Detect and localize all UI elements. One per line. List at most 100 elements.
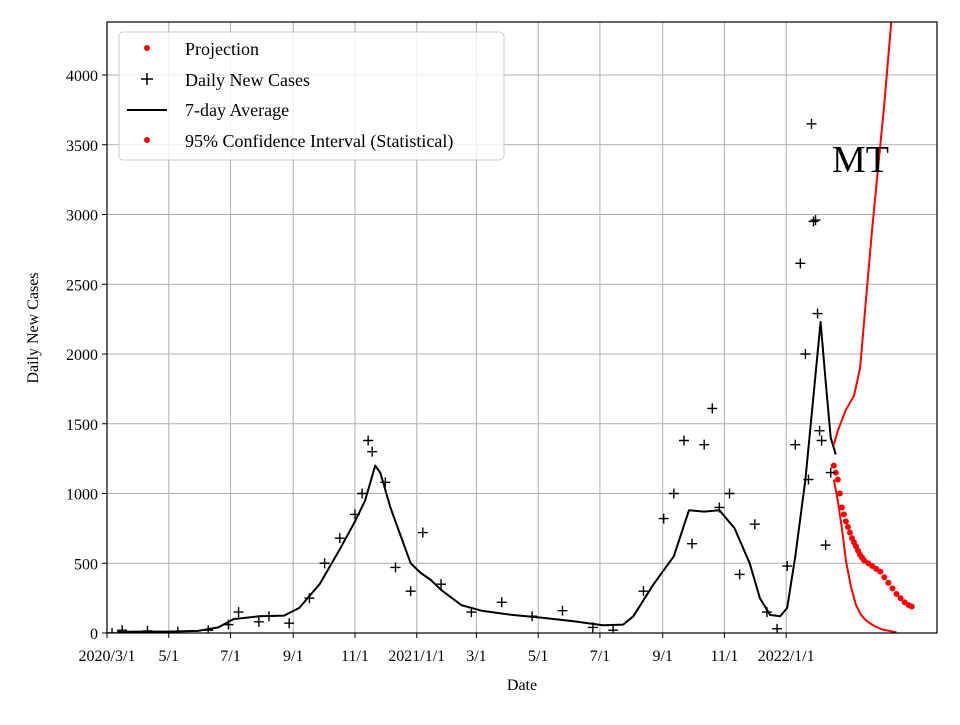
projection-point-22 — [889, 585, 896, 592]
projection-point-1 — [832, 469, 839, 476]
daily-new-cases-point-44 — [800, 349, 811, 360]
daily-new-cases-point-13 — [349, 509, 360, 520]
daily-new-cases-point-12 — [334, 533, 345, 544]
projection-point-5 — [840, 511, 847, 518]
legend-box — [118, 31, 505, 161]
daily-new-cases-point-5 — [223, 619, 234, 630]
daily-new-cases-point-23 — [496, 597, 507, 608]
projection-point-21 — [885, 579, 892, 586]
x-tick-label-1: 5/1 — [159, 648, 179, 665]
7-day-average-line — [117, 320, 837, 633]
daily-new-cases-point-42 — [790, 439, 801, 450]
daily-new-cases-point-14 — [357, 488, 368, 499]
daily-new-cases-point-46 — [806, 118, 817, 129]
y-tick-label-0: 0 — [90, 626, 98, 643]
daily-new-cases-point-16 — [367, 446, 378, 457]
legend-label-projection: Projection — [185, 39, 259, 59]
x-tick-label-7: 5/1 — [528, 648, 548, 665]
legend: Projection Daily New Cases 7-day Average… — [118, 31, 505, 161]
daily-new-cases-point-38 — [749, 519, 760, 530]
y-tick-label-1: 500 — [74, 556, 98, 573]
x-tick-label-3: 9/1 — [283, 648, 303, 665]
plot-frame — [106, 21, 938, 634]
projection-point-27 — [908, 603, 915, 610]
95-confidence-interval-upper-line — [832, 22, 893, 445]
daily-new-cases-point-8 — [263, 611, 274, 622]
daily-new-cases-point-22 — [466, 607, 477, 618]
daily-new-cases-point-33 — [699, 439, 710, 450]
x-tick-label-4: 11/1 — [341, 648, 369, 665]
daily-new-cases-point-20 — [417, 527, 428, 538]
daily-new-cases-point-51 — [816, 435, 827, 446]
daily-new-cases-point-26 — [587, 622, 598, 633]
daily-new-cases-point-31 — [678, 435, 689, 446]
legend-marker-confidence-interval — [144, 137, 150, 143]
projection-point-6 — [842, 518, 849, 525]
legend-label-7-day-average: 7-day Average — [185, 100, 289, 120]
daily-new-cases-point-10 — [304, 593, 315, 604]
daily-new-cases-point-48 — [810, 215, 821, 226]
daily-new-cases-point-18 — [390, 562, 401, 573]
daily-new-cases-point-4 — [203, 625, 214, 633]
projection-point-20 — [881, 574, 888, 581]
y-tick-label-7: 3500 — [66, 138, 98, 155]
daily-new-cases-point-7 — [253, 616, 264, 627]
daily-new-cases-point-34 — [707, 403, 718, 414]
projection-point-23 — [893, 590, 900, 597]
daily-new-cases-point-1 — [117, 625, 128, 633]
daily-new-cases-point-2 — [142, 625, 153, 633]
daily-new-cases-point-47 — [808, 216, 819, 227]
daily-new-cases-point-50 — [814, 425, 825, 436]
daily-new-cases-point-52 — [820, 540, 831, 551]
plot-data — [107, 22, 915, 633]
state-annotation: MT — [832, 139, 889, 181]
daily-new-cases-point-27 — [608, 625, 619, 633]
legend-label-confidence-interval: 95% Confidence Interval (Statistical) — [185, 131, 453, 152]
daily-new-cases-point-15 — [363, 435, 374, 446]
axes: 2020/3/1 5/1 7/1 9/1 11/1 2021/1/1 3/1 5/1 7/1 9/… — [66, 68, 815, 665]
daily-new-cases-point-24 — [527, 611, 538, 622]
daily-new-cases-point-25 — [557, 605, 568, 616]
x-tick-label-5: 2021/1/1 — [388, 648, 445, 665]
daily-new-cases-point-9 — [284, 618, 295, 629]
daily-new-cases-point-40 — [772, 623, 783, 633]
x-tick-label-11: 2022/1/1 — [758, 648, 815, 665]
daily-new-cases-point-43 — [795, 258, 806, 269]
daily-new-cases-point-35 — [714, 502, 725, 513]
y-tick-label-3: 1500 — [66, 417, 98, 434]
projection-point-19 — [877, 568, 884, 575]
daily-new-cases-point-45 — [803, 474, 814, 485]
legend-marker-daily-new-cases — [141, 73, 153, 85]
y-tick-label-2: 1000 — [66, 487, 98, 504]
projection-point-0 — [830, 462, 837, 469]
projection-point-4 — [838, 504, 845, 511]
daily-new-cases-point-41 — [782, 561, 793, 572]
daily-new-cases-point-37 — [734, 569, 745, 580]
projection-point-8 — [846, 529, 853, 536]
y-tick-label-5: 2500 — [66, 277, 98, 294]
daily-new-cases-point-36 — [724, 488, 735, 499]
legend-marker-projection — [144, 45, 150, 51]
daily-new-cases-point-21 — [436, 579, 447, 590]
projection-point-2 — [834, 476, 841, 483]
y-tick-label-6: 3000 — [66, 208, 98, 225]
x-tick-label-10: 11/1 — [711, 648, 739, 665]
x-tick-label-2: 7/1 — [220, 648, 240, 665]
x-tick-label-9: 9/1 — [652, 648, 672, 665]
y-axis-label: Daily New Cases — [25, 272, 42, 383]
daily-new-cases-point-11 — [319, 558, 330, 569]
x-tick-label-8: 7/1 — [590, 648, 610, 665]
legend-label-daily-new-cases: Daily New Cases — [185, 70, 310, 90]
y-tick-label-8: 4000 — [66, 68, 98, 85]
daily-new-cases-point-19 — [405, 586, 416, 597]
daily-new-cases-point-39 — [761, 607, 772, 618]
y-tick-label-4: 2000 — [66, 347, 98, 364]
daily-new-cases-point-30 — [668, 488, 679, 499]
projection-point-3 — [836, 490, 843, 497]
daily-new-cases-point-49 — [812, 308, 823, 319]
daily-new-cases-point-29 — [658, 513, 669, 524]
daily-new-cases-point-28 — [638, 586, 649, 597]
projection-point-24 — [897, 595, 904, 602]
daily-new-cases-point-53 — [825, 467, 836, 478]
